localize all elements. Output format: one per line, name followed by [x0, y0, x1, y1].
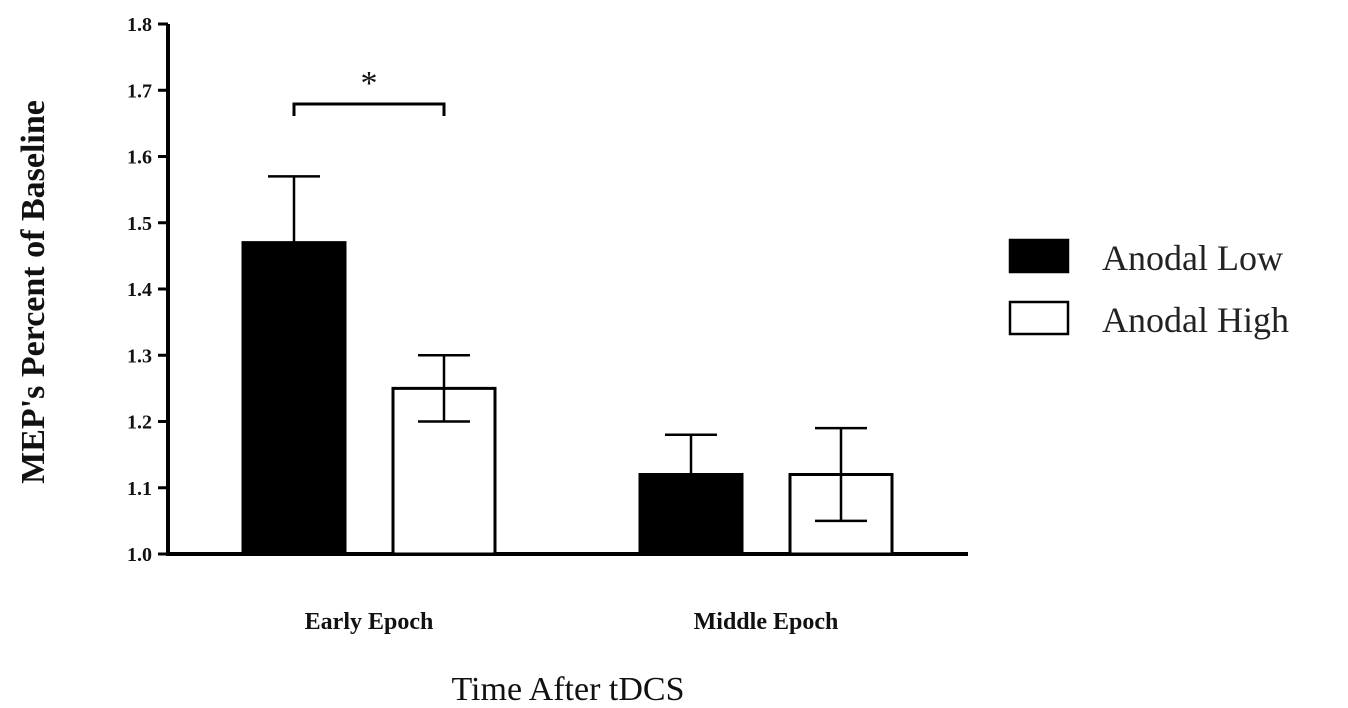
x-categories: Early Epoch Middle Epoch [305, 609, 839, 635]
x-tick-label: Early Epoch [305, 609, 434, 635]
y-tick-label: 1.8 [127, 14, 152, 36]
bar-anodal-low-early-epoch [241, 241, 347, 556]
y-tick-label: 1.2 [127, 412, 152, 434]
significance-marker: * [361, 65, 378, 102]
y-tick-label: 1.3 [127, 345, 152, 367]
y-axis-label: MEP's Percent of Baseline [15, 100, 52, 484]
x-axis-label: Time After tDCS [451, 671, 684, 708]
legend: Anodal Low Anodal High [1008, 238, 1289, 340]
y-tick-label: 1.5 [127, 213, 152, 235]
legend-label-anodal-low: Anodal Low [1102, 238, 1283, 278]
x-tick-label: Middle Epoch [694, 609, 839, 635]
bars [241, 175, 894, 556]
legend-swatch-anodal-high [1008, 300, 1070, 336]
annotations: * [292, 65, 446, 116]
y-tick-label: 1.6 [127, 147, 152, 169]
y-tick-label: 1.1 [127, 478, 152, 500]
legend-label-anodal-high: Anodal High [1102, 300, 1289, 340]
y-tick-label: 1.4 [127, 279, 152, 301]
y-tick-label: 1.7 [127, 80, 152, 102]
bar-anodal-low-middle-epoch [638, 473, 744, 556]
legend-swatch-anodal-low [1008, 238, 1070, 274]
y-tick-label: 1.0 [127, 544, 152, 566]
y-ticks: 1.0 1.1 1.2 1.3 1.4 1.5 1.6 1.7 1.8 [127, 14, 168, 566]
significance-bracket [292, 102, 446, 116]
